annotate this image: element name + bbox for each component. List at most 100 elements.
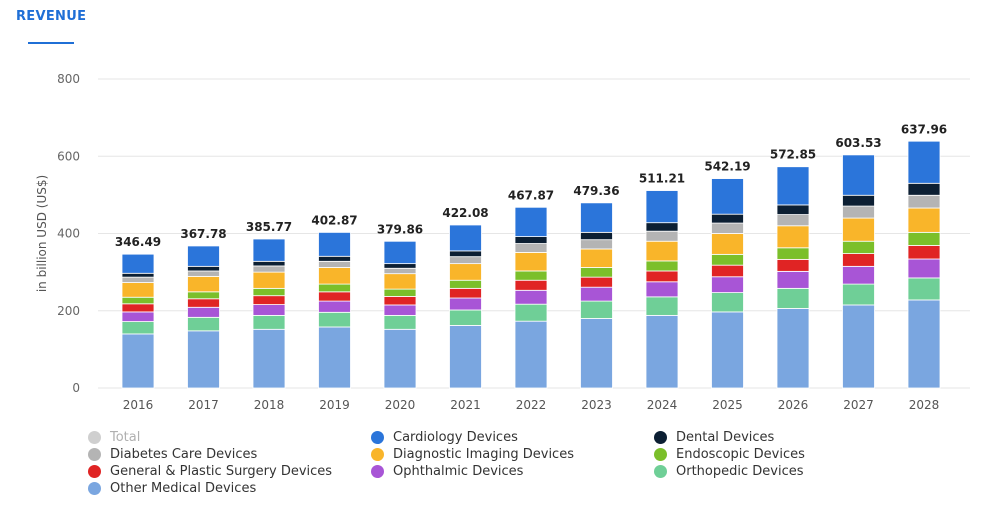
y-tick-label: 200	[57, 304, 80, 318]
bar-segment-diabetes-care-devices	[121, 276, 155, 283]
bar-segment-ophthalmic-devices	[711, 276, 744, 293]
bar-segment-general-plastic-surgery-devices	[318, 291, 351, 302]
x-tick-label: 2028	[909, 398, 940, 412]
total-label: 346.49	[115, 235, 161, 249]
legend-item-diabetes-care-devices[interactable]: Diabetes Care Devices	[88, 447, 257, 462]
bar-segment-general-plastic-surgery-devices	[842, 253, 875, 267]
bar-segment-dental-devices	[252, 260, 286, 267]
bar-segment-diagnostic-imaging-devices	[252, 271, 286, 289]
bar-segment-cardiology-devices	[842, 154, 875, 196]
total-label: 511.21	[639, 172, 685, 186]
bar-segment-dental-devices	[383, 263, 417, 269]
bar-segment-diagnostic-imaging-devices	[907, 207, 941, 233]
revenue-chart: 0 200 400 600 800 in billion USD (US$) 346.49 2…	[35, 72, 970, 412]
bar-segment-ophthalmic-devices	[252, 304, 286, 316]
bar-segment-other-medical-devices	[776, 308, 810, 389]
y-tick-label: 0	[72, 381, 80, 395]
legend-item-diagnostic-imaging-devices[interactable]: Diagnostic Imaging Devices	[371, 447, 574, 462]
bar-segment-cardiology-devices	[187, 245, 220, 267]
bar-segment-general-plastic-surgery-devices	[711, 264, 744, 278]
bar-segment-diabetes-care-devices	[187, 270, 220, 277]
bar-segment-diabetes-care-devices	[252, 265, 286, 273]
bar-segment-diagnostic-imaging-devices	[121, 282, 155, 298]
legend-dot-icon	[88, 465, 101, 478]
bar-segment-endoscopic-devices	[842, 240, 875, 254]
legend-dot-icon	[88, 482, 101, 495]
bar-segment-ophthalmic-devices	[121, 311, 155, 322]
bar-segment-diagnostic-imaging-devices	[645, 240, 679, 262]
bar-segment-orthopedic-devices	[776, 287, 810, 309]
legend-item-general-plastic-surgery-devices[interactable]: General & Plastic Surgery Devices	[88, 464, 332, 479]
bar-segment-endoscopic-devices	[187, 291, 220, 300]
legend-dot-icon	[371, 431, 384, 444]
bar-segment-diabetes-care-devices	[907, 194, 941, 209]
bar-segment-orthopedic-devices	[645, 296, 679, 316]
bar-segment-general-plastic-surgery-devices	[383, 296, 417, 306]
legend-item-other-medical-devices[interactable]: Other Medical Devices	[88, 481, 256, 496]
bar-segment-other-medical-devices	[383, 328, 417, 389]
bar-segment-dental-devices	[121, 272, 155, 278]
x-tick-label: 2018	[254, 398, 285, 412]
bar-segment-endoscopic-devices	[711, 253, 744, 266]
legend-item-total[interactable]: Total	[88, 430, 140, 445]
bar-segment-orthopedic-devices	[842, 283, 875, 306]
total-label: 467.87	[508, 188, 554, 202]
bar-segment-ophthalmic-devices	[907, 258, 941, 279]
legend-dot-icon	[371, 465, 384, 478]
bar-segment-other-medical-devices	[121, 333, 155, 389]
bar-segment-general-plastic-surgery-devices	[121, 303, 155, 313]
bar-segment-dental-devices	[645, 222, 679, 232]
bar-segment-diagnostic-imaging-devices	[449, 263, 482, 281]
bar-segment-endoscopic-devices	[514, 270, 548, 281]
bar-segment-general-plastic-surgery-devices	[776, 258, 810, 272]
bar-segment-diagnostic-imaging-devices	[842, 217, 875, 242]
bar-segment-endoscopic-devices	[318, 283, 351, 293]
bar-segment-ophthalmic-devices	[514, 289, 548, 305]
legend-item-cardiology-devices[interactable]: Cardiology Devices	[371, 430, 518, 445]
legend-label: Cardiology Devices	[393, 430, 518, 445]
bar-segment-diagnostic-imaging-devices	[711, 233, 744, 255]
bar-segment-general-plastic-surgery-devices	[645, 270, 679, 283]
legend-dot-icon	[88, 431, 101, 444]
bar-segment-endoscopic-devices	[383, 288, 417, 297]
bar-segment-general-plastic-surgery-devices	[514, 279, 548, 291]
bar-segment-orthopedic-devices	[187, 316, 220, 332]
total-label: 572.85	[770, 148, 816, 162]
bar-segment-dental-devices	[514, 236, 548, 244]
bar-segment-dental-devices	[580, 231, 613, 241]
bar-segment-orthopedic-devices	[514, 303, 548, 322]
bar-segment-ophthalmic-devices	[842, 265, 875, 285]
bar-segment-general-plastic-surgery-devices	[907, 245, 941, 260]
tab-revenue[interactable]: REVENUE	[16, 9, 87, 24]
bar-segment-endoscopic-devices	[449, 279, 482, 289]
tab-active-indicator	[28, 42, 74, 44]
legend-item-endoscopic-devices[interactable]: Endoscopic Devices	[654, 447, 805, 462]
bar-segment-dental-devices	[711, 213, 744, 224]
bar-segment-orthopedic-devices	[580, 300, 613, 319]
bar-segment-other-medical-devices	[187, 330, 220, 389]
bar-segment-other-medical-devices	[580, 318, 613, 389]
legend-label: Orthopedic Devices	[676, 464, 804, 479]
legend-item-dental-devices[interactable]: Dental Devices	[654, 430, 774, 445]
bar-segment-dental-devices	[318, 255, 351, 262]
bar-segment-diagnostic-imaging-devices	[580, 248, 613, 268]
bar-segment-orthopedic-devices	[907, 277, 941, 301]
bar-segment-ophthalmic-devices	[645, 281, 679, 298]
bar-segment-orthopedic-devices	[318, 311, 351, 328]
bar-segment-diabetes-care-devices	[449, 256, 482, 265]
bar-segment-cardiology-devices	[514, 206, 548, 237]
bar-segment-ophthalmic-devices	[383, 304, 417, 316]
y-tick-label: 800	[57, 72, 80, 86]
legend-item-orthopedic-devices[interactable]: Orthopedic Devices	[654, 464, 804, 479]
legend-label: Ophthalmic Devices	[393, 464, 524, 479]
bar-segment-dental-devices	[907, 182, 941, 196]
bar-segment-general-plastic-surgery-devices	[187, 298, 220, 308]
legend-item-ophthalmic-devices[interactable]: Ophthalmic Devices	[371, 464, 523, 479]
y-tick-label: 600	[57, 149, 80, 163]
bar-segment-ophthalmic-devices	[580, 286, 613, 302]
x-tick-label: 2025	[712, 398, 743, 412]
bar-segment-general-plastic-surgery-devices	[449, 287, 482, 299]
bar-segment-diabetes-care-devices	[842, 205, 875, 219]
bar-segment-diagnostic-imaging-devices	[187, 275, 220, 293]
total-label: 402.87	[311, 213, 357, 227]
